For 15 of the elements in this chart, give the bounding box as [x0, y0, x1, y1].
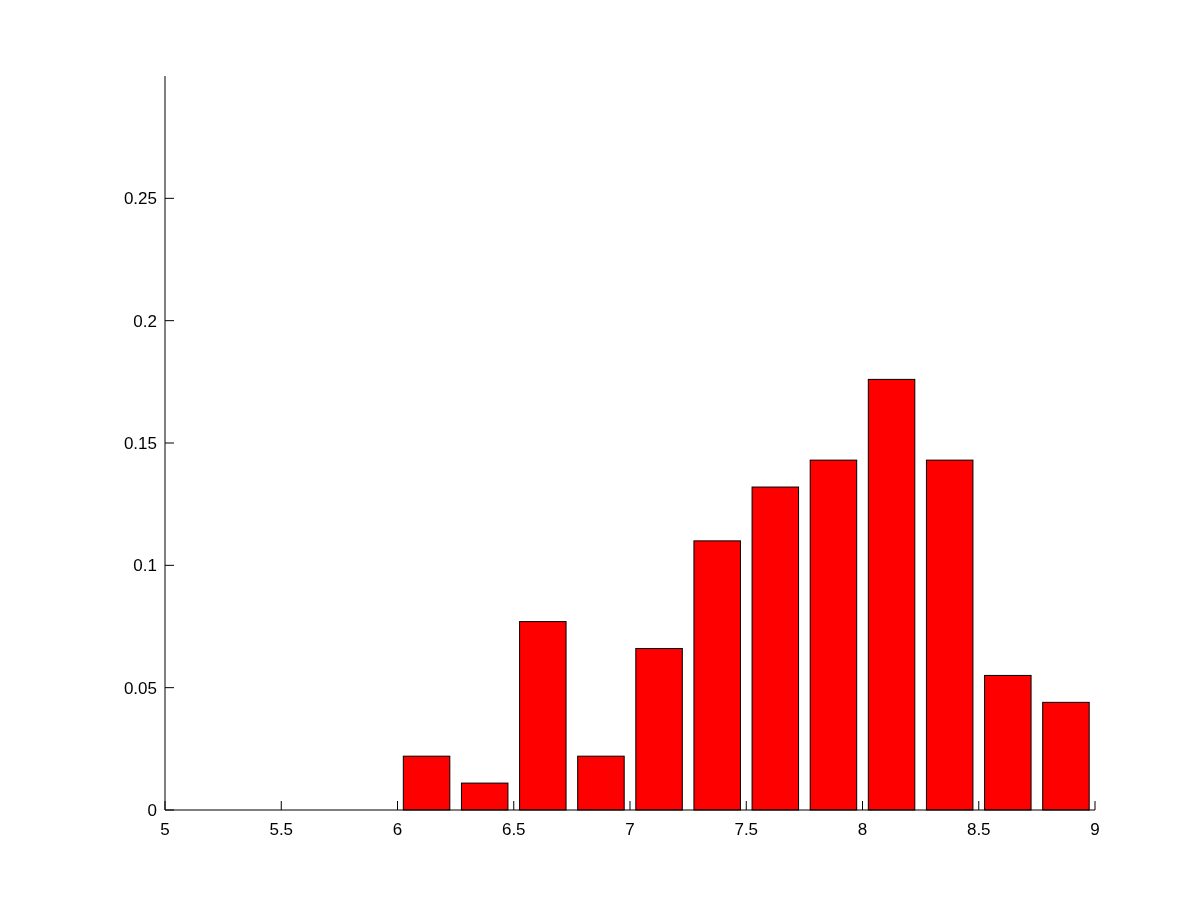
x-tick-label: 6 [392, 820, 403, 839]
y-tick-label: 0.2 [133, 311, 157, 331]
y-tick-label: 0 [147, 801, 157, 820]
x-tick-label: 6.5 [501, 820, 526, 839]
x-tick-label: 7 [625, 820, 635, 839]
x-tick-label: 8.5 [966, 820, 991, 839]
y-tick-label: 0.25 [123, 189, 157, 209]
x-tick-label: 9 [1090, 820, 1100, 839]
x-tick-label: 8 [857, 820, 868, 839]
x-tick-label: 7.5 [734, 820, 759, 839]
x-tick-label: 5.5 [269, 820, 294, 839]
x-tick-label: 5 [160, 820, 170, 839]
y-tick-label: 0.15 [123, 434, 157, 453]
y-tick-label: 0.1 [133, 556, 157, 576]
y-tick-label: 0.05 [123, 678, 157, 698]
